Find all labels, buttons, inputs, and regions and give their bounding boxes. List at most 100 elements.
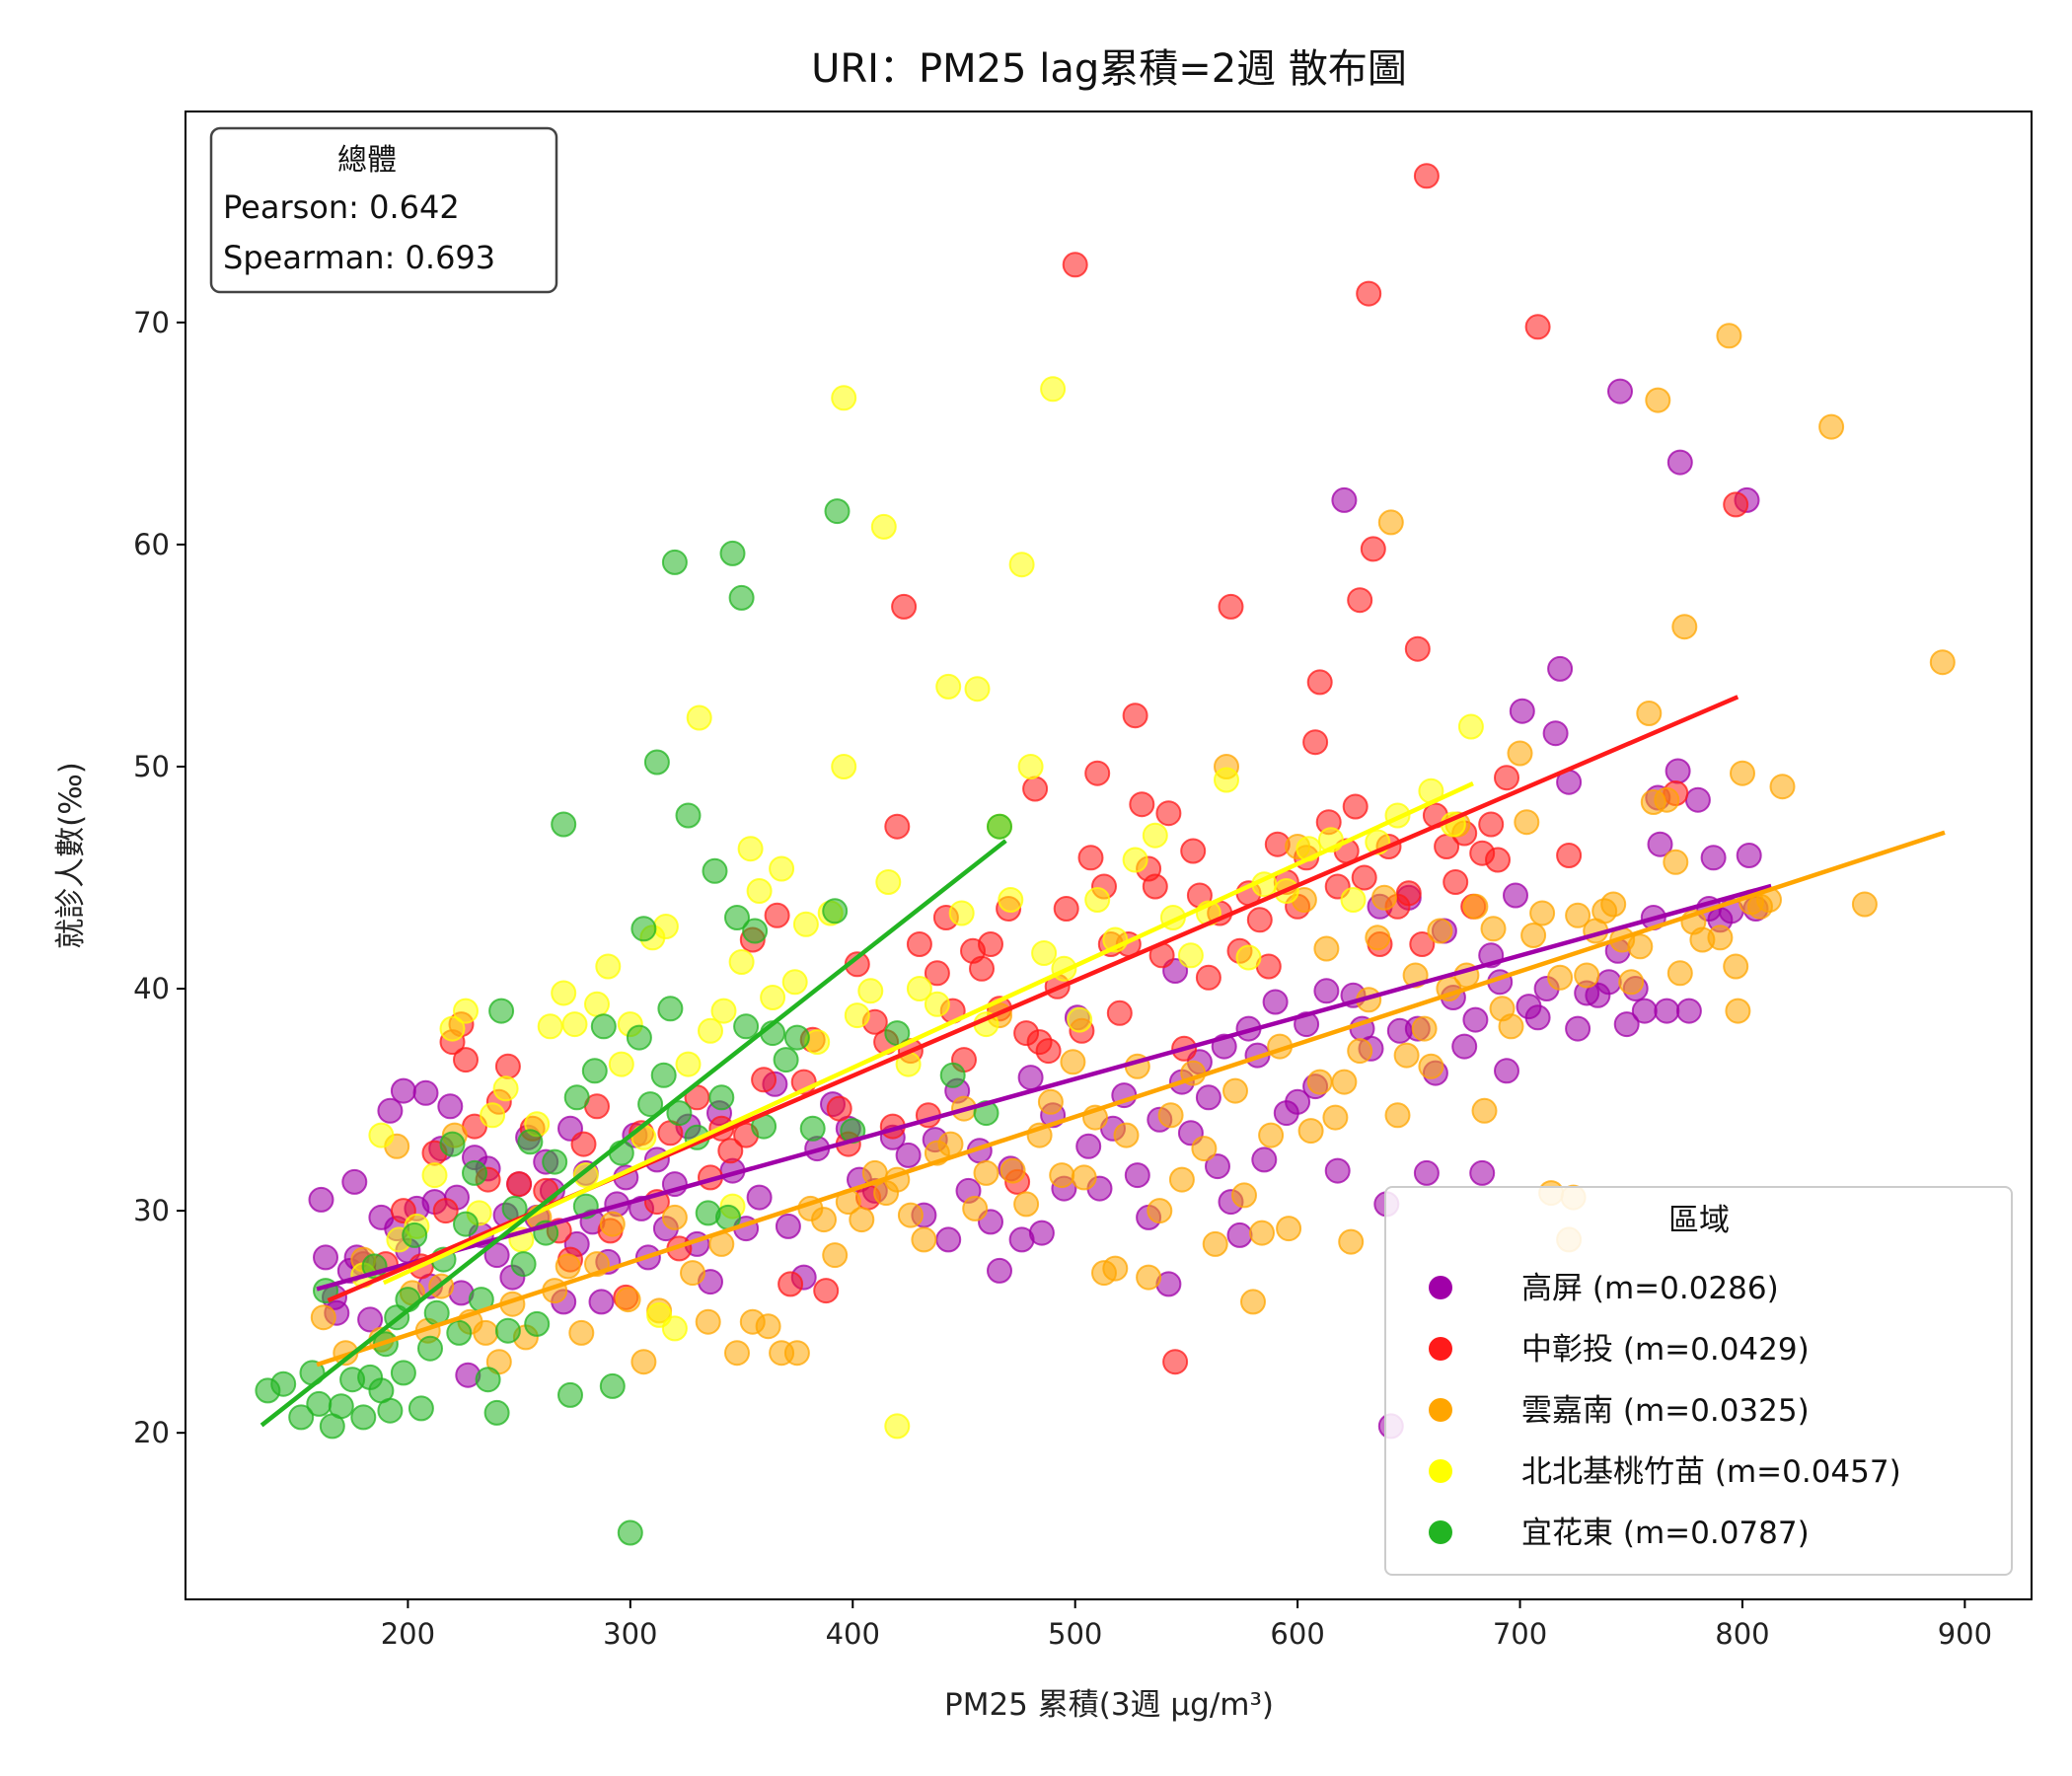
data-point <box>1542 720 1569 747</box>
data-point <box>1040 376 1067 403</box>
data-point <box>1485 847 1511 873</box>
y-axis: 20 30 40 50 60 70 <box>133 306 185 1449</box>
data-point <box>897 1202 924 1228</box>
data-point <box>1322 1104 1349 1131</box>
data-point <box>1168 1166 1195 1193</box>
data-point <box>1356 280 1382 307</box>
data-point <box>417 1335 443 1362</box>
y-tick-label: 60 <box>133 528 170 561</box>
data-point <box>742 918 769 944</box>
data-point <box>969 955 995 982</box>
stats-box-title: 總體 <box>337 143 397 178</box>
data-point <box>1462 1006 1489 1033</box>
legend-label: 中彰投 (m=0.0429) <box>1521 1332 1810 1368</box>
data-point <box>1195 1084 1221 1111</box>
data-point <box>1627 933 1654 960</box>
data-point <box>702 857 728 884</box>
data-point <box>1124 1162 1150 1189</box>
x-tick-label: 900 <box>1938 1617 1992 1651</box>
data-point <box>1008 552 1035 578</box>
data-point <box>710 998 737 1024</box>
data-point <box>1480 916 1507 942</box>
data-point <box>1418 1053 1444 1079</box>
data-point <box>270 1370 297 1397</box>
data-point <box>1700 845 1727 871</box>
data-point <box>1214 767 1239 793</box>
data-point <box>1413 1159 1440 1186</box>
data-point <box>733 1013 760 1040</box>
data-point <box>1457 713 1484 740</box>
data-point <box>568 1319 595 1346</box>
data-point <box>844 1002 870 1029</box>
data-point <box>341 1168 368 1195</box>
data-point <box>1340 887 1367 913</box>
data-point <box>822 1242 849 1269</box>
data-point <box>1524 1004 1551 1031</box>
data-point <box>1411 1015 1438 1042</box>
data-point <box>584 991 610 1017</box>
data-point <box>1028 1220 1055 1246</box>
data-point <box>1529 900 1556 926</box>
data-point <box>1631 998 1658 1024</box>
data-point <box>1077 845 1104 871</box>
data-point <box>421 1162 448 1189</box>
data-point <box>637 1091 664 1118</box>
data-point <box>542 1148 568 1175</box>
data-point <box>439 1015 466 1042</box>
data-point <box>570 1131 597 1157</box>
data-point <box>987 813 1012 840</box>
data-point <box>1471 1097 1498 1124</box>
data-point <box>998 887 1024 913</box>
data-point <box>937 1131 964 1157</box>
data-point <box>561 1011 588 1038</box>
y-tick-label: 40 <box>133 972 170 1005</box>
data-point <box>506 1171 533 1198</box>
x-tick-label: 500 <box>1048 1617 1102 1651</box>
data-point <box>617 1519 643 1546</box>
data-point <box>1246 907 1273 933</box>
data-point <box>1084 760 1111 786</box>
data-point <box>1017 754 1044 779</box>
data-point <box>1469 1159 1496 1186</box>
legend-marker <box>1429 1459 1452 1483</box>
data-point <box>906 931 932 957</box>
data-point <box>1306 1069 1333 1095</box>
data-point <box>737 836 764 862</box>
data-point <box>1818 413 1845 440</box>
data-point <box>1331 486 1358 513</box>
data-point <box>1723 953 1749 980</box>
data-point <box>551 980 577 1006</box>
data-point <box>728 584 755 611</box>
data-point <box>657 996 684 1022</box>
data-point <box>1258 1122 1285 1148</box>
data-point <box>792 911 819 937</box>
legend-marker <box>1429 1276 1452 1299</box>
data-point <box>1342 793 1369 820</box>
data-point <box>831 754 857 779</box>
data-point <box>1162 1349 1189 1375</box>
data-point <box>475 1367 501 1393</box>
data-point <box>948 900 975 926</box>
data-point <box>1384 1102 1411 1129</box>
data-point <box>306 1390 333 1417</box>
fit-line-series-4 <box>259 839 1007 1428</box>
data-point <box>775 1213 801 1239</box>
x-tick-label: 200 <box>381 1617 435 1651</box>
y-tick-label: 70 <box>133 306 170 339</box>
data-point <box>1251 1147 1278 1173</box>
data-point <box>462 1159 487 1186</box>
data-point <box>494 1317 521 1344</box>
data-point <box>1351 864 1377 891</box>
data-point <box>884 1413 911 1440</box>
data-point <box>1769 774 1796 800</box>
data-point <box>1675 998 1702 1024</box>
data-point <box>630 1349 657 1375</box>
data-point <box>680 1260 705 1287</box>
data-point <box>675 802 702 829</box>
x-axis: 200 300 400 500 600 700 800 900 <box>381 1599 1992 1651</box>
data-point <box>1647 831 1673 857</box>
data-point <box>483 1399 510 1426</box>
data-point <box>1503 882 1528 909</box>
data-point <box>777 1271 804 1297</box>
